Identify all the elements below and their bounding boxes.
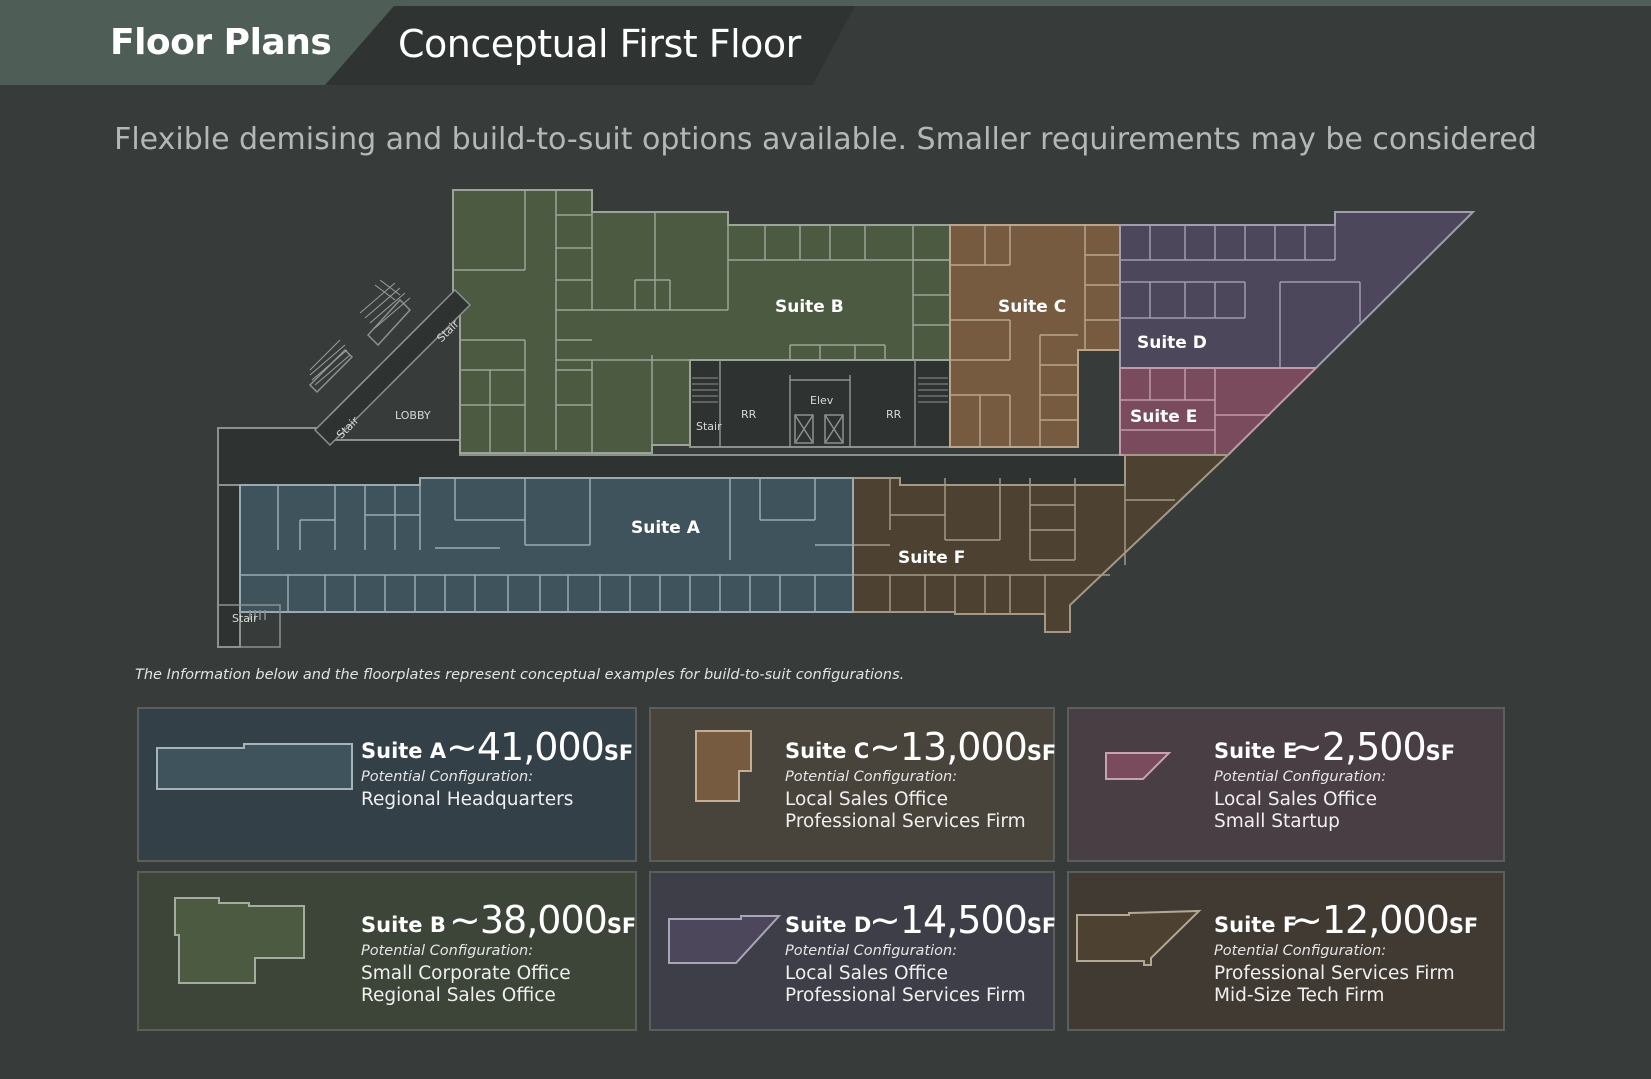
- header-subtitle-panel: [325, 6, 855, 85]
- label-suite-e: Suite E: [1130, 407, 1197, 427]
- top-accent-bar: [0, 0, 1651, 6]
- config-list: Professional Services Firm Mid-Size Tech…: [1214, 963, 1455, 1007]
- suite-name: Suite F: [1214, 913, 1298, 937]
- suite-f-rooms: [853, 478, 1175, 614]
- suite-card-d: Suite D ~14,500SF Potential Configuratio…: [649, 871, 1057, 1031]
- suite-e-rooms: [1120, 368, 1270, 455]
- suite-b-thumbnail: [174, 897, 305, 984]
- label-suite-c: Suite C: [998, 297, 1066, 317]
- label-stair-core: Stair: [696, 420, 722, 433]
- suite-e-thumbnail: [1105, 752, 1172, 780]
- suite-name: Suite A: [361, 739, 447, 763]
- page-subtitle: Conceptual First Floor: [398, 22, 801, 66]
- suite-size: ~38,000SF: [449, 898, 637, 942]
- config-item: Local Sales Office: [785, 963, 948, 984]
- config-list: Small Corporate Office Regional Sales Of…: [361, 963, 571, 1007]
- suite-size: ~14,500SF: [869, 898, 1057, 942]
- config-label: Potential Configuration:: [1214, 943, 1387, 959]
- config-item: Local Sales Office: [1214, 789, 1377, 810]
- suite-size: ~2,500SF: [1291, 725, 1456, 769]
- suite-f-thumbnail: [1076, 909, 1202, 966]
- suite-c-thumbnail: [695, 730, 752, 802]
- config-label: Potential Configuration:: [785, 769, 958, 785]
- core-rooms: [692, 360, 948, 447]
- label-lobby: LOBBY: [395, 409, 431, 422]
- suite-card-c: Suite C ~13,000SF Potential Configuratio…: [649, 707, 1057, 862]
- label-suite-a: Suite A: [631, 518, 701, 538]
- config-item: Small Startup: [1214, 811, 1340, 832]
- config-item: Mid-Size Tech Firm: [1214, 985, 1385, 1006]
- west-stair: [217, 604, 281, 648]
- label-suite-b: Suite B: [775, 297, 844, 317]
- suite-card-a: Suite A ~41,000SF Potential Configuratio…: [137, 707, 637, 862]
- label-elev: Elev: [810, 394, 834, 407]
- label-suite-f: Suite F: [898, 548, 965, 568]
- suite-card-e: Suite E ~2,500SF Potential Configuration…: [1067, 707, 1505, 862]
- suite-name: Suite E: [1214, 739, 1298, 763]
- label-suite-d: Suite D: [1137, 333, 1207, 353]
- config-list: Local Sales Office Professional Services…: [785, 789, 1026, 833]
- config-list: Regional Headquarters: [361, 789, 573, 811]
- suite-name: Suite D: [785, 913, 872, 937]
- page-title: Floor Plans: [110, 22, 332, 63]
- lobby-stairs: [308, 288, 472, 447]
- suite-c-area: [949, 224, 1121, 448]
- config-list: Local Sales Office Small Startup: [1214, 789, 1377, 833]
- config-list: Local Sales Office Professional Services…: [785, 963, 1026, 1007]
- config-item: Regional Headquarters: [361, 789, 574, 810]
- suite-size: ~13,000SF: [869, 725, 1057, 769]
- suite-size: ~41,000SF: [446, 725, 634, 769]
- suite-b-rooms: [453, 190, 950, 453]
- suite-a-rooms: [240, 478, 853, 612]
- config-item: Regional Sales Office: [361, 985, 556, 1006]
- tagline: Flexible demising and build-to-suit opti…: [114, 122, 1537, 157]
- disclaimer-note: The Information below and the floorplate…: [135, 667, 905, 683]
- suite-name: Suite C: [785, 739, 870, 763]
- label-rr-2: RR: [886, 408, 902, 421]
- suite-size: ~12,000SF: [1291, 898, 1479, 942]
- config-label: Potential Configuration:: [785, 943, 958, 959]
- suite-a-thumbnail: [156, 743, 353, 790]
- label-stair-west: Stair: [232, 612, 258, 625]
- config-item: Professional Services Firm: [785, 985, 1026, 1006]
- config-label: Potential Configuration:: [1214, 769, 1387, 785]
- suite-d-rooms: [1120, 225, 1361, 368]
- config-label: Potential Configuration:: [361, 943, 534, 959]
- label-rr-1: RR: [741, 408, 757, 421]
- suite-card-b: Suite B ~38,000SF Potential Configuratio…: [137, 871, 637, 1031]
- suite-name: Suite B: [361, 913, 446, 937]
- lobby-stair-treads: [309, 279, 411, 386]
- config-item: Professional Services Firm: [785, 811, 1026, 832]
- config-item: Professional Services Firm: [1214, 963, 1455, 984]
- config-label: Potential Configuration:: [361, 769, 534, 785]
- suite-d-thumbnail: [668, 915, 782, 964]
- suite-c-rooms: [950, 225, 1120, 447]
- config-item: Local Sales Office: [785, 789, 948, 810]
- config-item: Small Corporate Office: [361, 963, 571, 984]
- suite-card-f: Suite F ~12,000SF Potential Configuratio…: [1067, 871, 1505, 1031]
